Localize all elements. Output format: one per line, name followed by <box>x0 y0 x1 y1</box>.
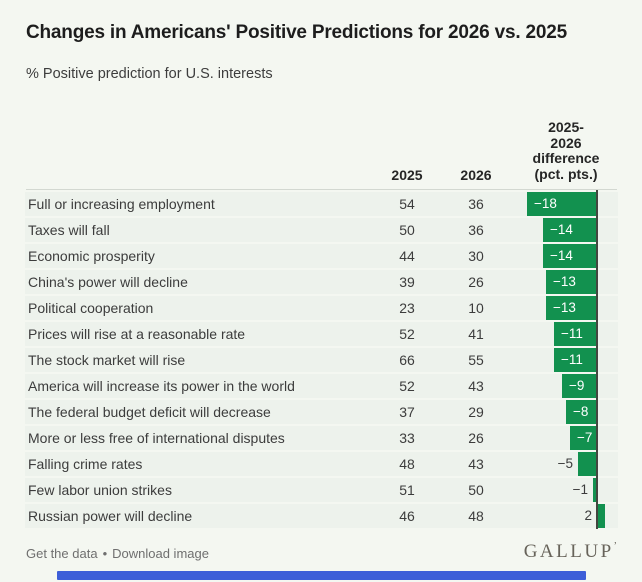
footer-links: Get the data • Download image <box>26 546 209 561</box>
value-2026: 26 <box>468 274 484 290</box>
chart-subtitle: % Positive prediction for U.S. interests <box>26 66 273 82</box>
diff-bar <box>554 322 597 346</box>
value-2025: 46 <box>399 508 415 524</box>
col-header-2026: 2026 <box>460 167 492 183</box>
diff-value-label: −9 <box>569 378 585 393</box>
chart-title: Changes in Americans' Positive Predictio… <box>26 22 567 43</box>
row-label: The stock market will rise <box>28 352 186 368</box>
value-2026: 50 <box>468 482 484 498</box>
table-row: Russian power will decline 46 48 2 <box>25 504 618 528</box>
value-2026: 43 <box>468 456 484 472</box>
bottom-scrollbar[interactable] <box>57 571 586 580</box>
row-label: Prices will rise at a reasonable rate <box>28 326 246 342</box>
row-label: Economic prosperity <box>28 248 155 264</box>
row-label: Falling crime rates <box>28 456 143 472</box>
diff-bar <box>597 504 605 528</box>
row-label: America will increase its power in the w… <box>28 378 295 394</box>
diff-bar <box>578 452 597 476</box>
value-2025: 52 <box>399 326 415 342</box>
diff-value-label: −14 <box>550 222 573 237</box>
table-body: Full or increasing employment 54 36 −18 … <box>25 192 618 530</box>
value-2025: 66 <box>399 352 415 368</box>
table-row: More or less free of international dispu… <box>25 426 618 450</box>
diff-bar <box>527 192 597 216</box>
table-row: China's power will decline 39 26 −13 <box>25 270 618 294</box>
diff-value-label: −11 <box>561 326 583 341</box>
footer-separator: • <box>102 546 108 561</box>
diff-bar <box>562 374 597 398</box>
gallup-trademark-icon: ’ <box>613 541 617 552</box>
value-2026: 43 <box>468 378 484 394</box>
table-row: America will increase its power in the w… <box>25 374 618 398</box>
col-header-difference-line1: 2025- <box>548 119 584 135</box>
value-2026: 30 <box>468 248 484 264</box>
value-2025: 48 <box>399 456 415 472</box>
row-label: The federal budget deficit will decrease <box>28 404 271 420</box>
get-the-data-link[interactable]: Get the data <box>26 546 98 561</box>
table-row: Few labor union strikes 51 50 −1 <box>25 478 618 502</box>
table-row: Falling crime rates 48 43 −5 <box>25 452 618 476</box>
row-label: Russian power will decline <box>28 508 193 524</box>
value-2026: 10 <box>468 300 484 316</box>
diff-value-label: −8 <box>573 404 589 419</box>
diff-bar <box>546 296 597 320</box>
value-2025: 51 <box>399 482 415 498</box>
diff-bar <box>570 426 597 450</box>
diff-value-label: −5 <box>557 456 573 471</box>
diff-value-label: 2 <box>584 508 592 523</box>
value-2025: 50 <box>399 222 415 238</box>
value-2025: 23 <box>399 300 415 316</box>
diff-value-label: −1 <box>572 482 588 497</box>
diff-bar <box>543 218 597 242</box>
diff-value-label: −13 <box>553 300 576 315</box>
row-label: Political cooperation <box>28 300 154 316</box>
diff-bar <box>546 270 597 294</box>
value-2026: 29 <box>468 404 484 420</box>
diff-bar <box>554 348 597 372</box>
row-label: Few labor union strikes <box>28 482 172 498</box>
value-2026: 36 <box>468 222 484 238</box>
col-header-difference-line4: (pct. pts.) <box>534 165 598 182</box>
col-header-2025: 2025 <box>391 167 423 183</box>
value-2026: 41 <box>468 326 484 342</box>
diff-bar <box>543 244 597 268</box>
col-header-difference-line3: difference <box>532 150 600 166</box>
value-2026: 48 <box>468 508 484 524</box>
diff-value-label: −13 <box>553 274 576 289</box>
row-label: Taxes will fall <box>28 222 110 238</box>
header-divider <box>26 189 617 190</box>
table-row: Full or increasing employment 54 36 −18 <box>25 192 618 216</box>
diff-value-label: −11 <box>561 352 583 367</box>
diff-value-label: −14 <box>550 248 573 263</box>
table-row: Prices will rise at a reasonable rate 52… <box>25 322 618 346</box>
download-image-link[interactable]: Download image <box>112 546 209 561</box>
gallup-logo-text: GALLUP <box>523 541 614 562</box>
value-2025: 37 <box>399 404 415 420</box>
table-row: The federal budget deficit will decrease… <box>25 400 618 424</box>
diff-bar <box>566 400 597 424</box>
row-label: China's power will decline <box>28 274 188 290</box>
row-label: More or less free of international dispu… <box>28 430 285 446</box>
value-2025: 54 <box>399 196 415 212</box>
row-label: Full or increasing employment <box>28 196 215 212</box>
value-2025: 44 <box>399 248 415 264</box>
gallup-logo: GALLUP’ <box>524 541 617 563</box>
table-row: Economic prosperity 44 30 −14 <box>25 244 618 268</box>
diff-bar <box>593 478 597 502</box>
diff-value-label: −7 <box>577 430 593 445</box>
value-2026: 26 <box>468 430 484 446</box>
col-header-difference: 2025- 2026 difference (pct. pts.) <box>518 119 614 182</box>
value-2025: 52 <box>399 378 415 394</box>
value-2025: 33 <box>399 430 415 446</box>
value-2025: 39 <box>399 274 415 290</box>
zero-axis-line <box>596 190 598 529</box>
table-row: Taxes will fall 50 36 −14 <box>25 218 618 242</box>
table-row: Political cooperation 23 10 −13 <box>25 296 618 320</box>
value-2026: 55 <box>468 352 484 368</box>
diff-value-label: −18 <box>534 196 557 211</box>
table-row: The stock market will rise 66 55 −11 <box>25 348 618 372</box>
value-2026: 36 <box>468 196 484 212</box>
col-header-difference-line2: 2026 <box>550 134 582 151</box>
